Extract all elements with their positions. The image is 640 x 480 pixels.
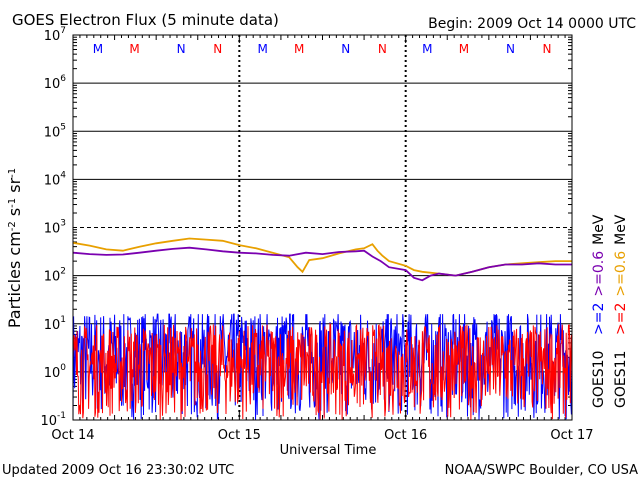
x-tick-label: Oct 15 [218,428,261,443]
chart-title: GOES Electron Flux (5 minute data) [12,11,279,29]
x-axis-label: Universal Time [280,443,377,458]
marker-n: N [506,42,515,56]
updated-time: Updated 2009 Oct 16 23:30:02 UTC [2,463,234,478]
marker-m: M [257,42,267,56]
y-tick-label: 106 [44,74,67,92]
series-goes10-0-6-mev [73,246,572,282]
y-tick-label: 107 [44,26,66,44]
x-tick-labels: Oct 14 Oct 15 Oct 16 Oct 17 [51,428,593,443]
x-tick-label: Oct 16 [384,428,427,443]
marker-n: N [378,42,387,56]
x-tick-label: Oct 17 [550,428,593,443]
legend-energy-0: >=2>=0.6MeV [591,214,607,335]
begin-time: Begin: 2009 Oct 14 0000 UTC [428,16,636,32]
plot-area [72,34,573,421]
marker-n: N [341,42,350,56]
y-tick-labels: 10-1 100 101 102 103 104 105 106 107 [40,26,66,429]
series-goes11-2-mev [73,322,572,420]
y-tick-label: 101 [44,315,66,333]
marker-n: N [543,42,552,56]
marker-n: N [213,42,222,56]
marker-m: M [93,42,103,56]
marker-n: N [177,42,186,56]
y-tick-label: 103 [44,219,66,237]
plot-frame [72,34,573,421]
y-tick-label: 105 [44,122,66,140]
y-tick-label: 104 [44,170,67,188]
credit: NOAA/SWPC Boulder, CO USA [445,463,638,478]
legend-energy-1: >=2>=0.6MeV [613,214,629,335]
marker-m: M [294,42,304,56]
x-tick-label: Oct 14 [51,428,94,443]
y-tick-label: 10-1 [40,411,66,429]
marker-m: M [459,42,469,56]
legend-satellite-0: GOES10 [591,351,607,408]
y-axis-label: Particles cm-2 s-1 sr-1 [5,168,24,328]
marker-m: M [129,42,139,56]
series-goes11-0-6-mev [73,237,572,277]
y-tick-label: 102 [44,267,66,285]
legend-satellite-1: GOES11 [613,351,629,408]
marker-m: M [422,42,432,56]
y-tick-label: 100 [44,363,67,381]
legend: >=2>=0.6MeV >=2>=0.6MeV GOES10 GOES11 [591,214,629,408]
